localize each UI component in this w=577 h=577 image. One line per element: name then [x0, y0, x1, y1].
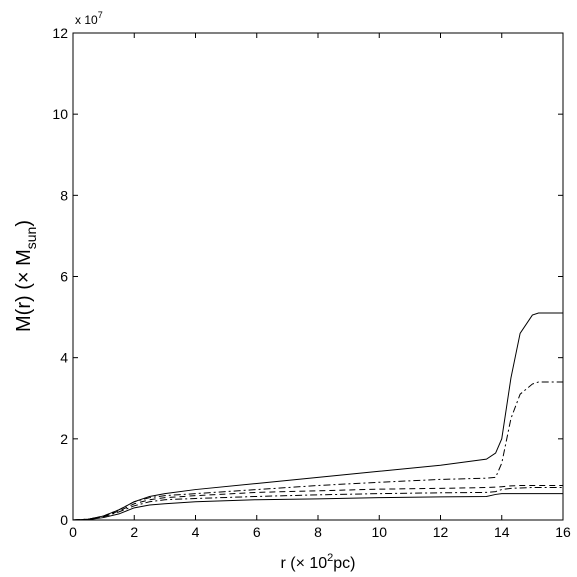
x-tick-label: 0	[69, 524, 77, 540]
y-label-sub: sun	[23, 227, 39, 250]
x-tick-label: 12	[433, 524, 449, 540]
x-label-sup: 2	[327, 552, 333, 564]
y-tick-label: 4	[60, 350, 68, 366]
x-tick-label: 14	[494, 524, 510, 540]
y-label-end: )	[13, 220, 35, 227]
x-tick-label: 6	[253, 524, 261, 540]
y-tick-label: 8	[60, 187, 68, 203]
x-tick-label: 10	[371, 524, 387, 540]
multiplier-base: x 10	[75, 13, 98, 27]
y-tick-label: 12	[52, 25, 68, 41]
series-line	[72, 487, 563, 521]
plot-frame	[72, 32, 564, 521]
y-tick-label: 10	[52, 106, 68, 122]
y-tick-label: 0	[60, 512, 68, 528]
y-axis-label: M(r) (× Msun)	[13, 220, 39, 332]
x-label-end: pc)	[333, 555, 355, 572]
x-tick-label: 8	[314, 524, 322, 540]
y-tick-label: 6	[60, 269, 68, 285]
x-axis-label: r (× 102pc)	[280, 552, 355, 572]
series-line	[72, 493, 563, 521]
series-line	[72, 381, 563, 521]
y-label-main: M(r) (× M	[13, 249, 35, 332]
axis-multiplier: x 107	[75, 10, 103, 27]
multiplier-exp: 7	[98, 10, 103, 20]
x-label-main: r (× 10	[280, 555, 327, 572]
x-tick-label: 2	[130, 524, 138, 540]
x-tick-label: 16	[555, 524, 571, 540]
y-tick-label: 2	[60, 431, 68, 447]
x-tick-label: 4	[192, 524, 200, 540]
series-line	[72, 312, 563, 521]
